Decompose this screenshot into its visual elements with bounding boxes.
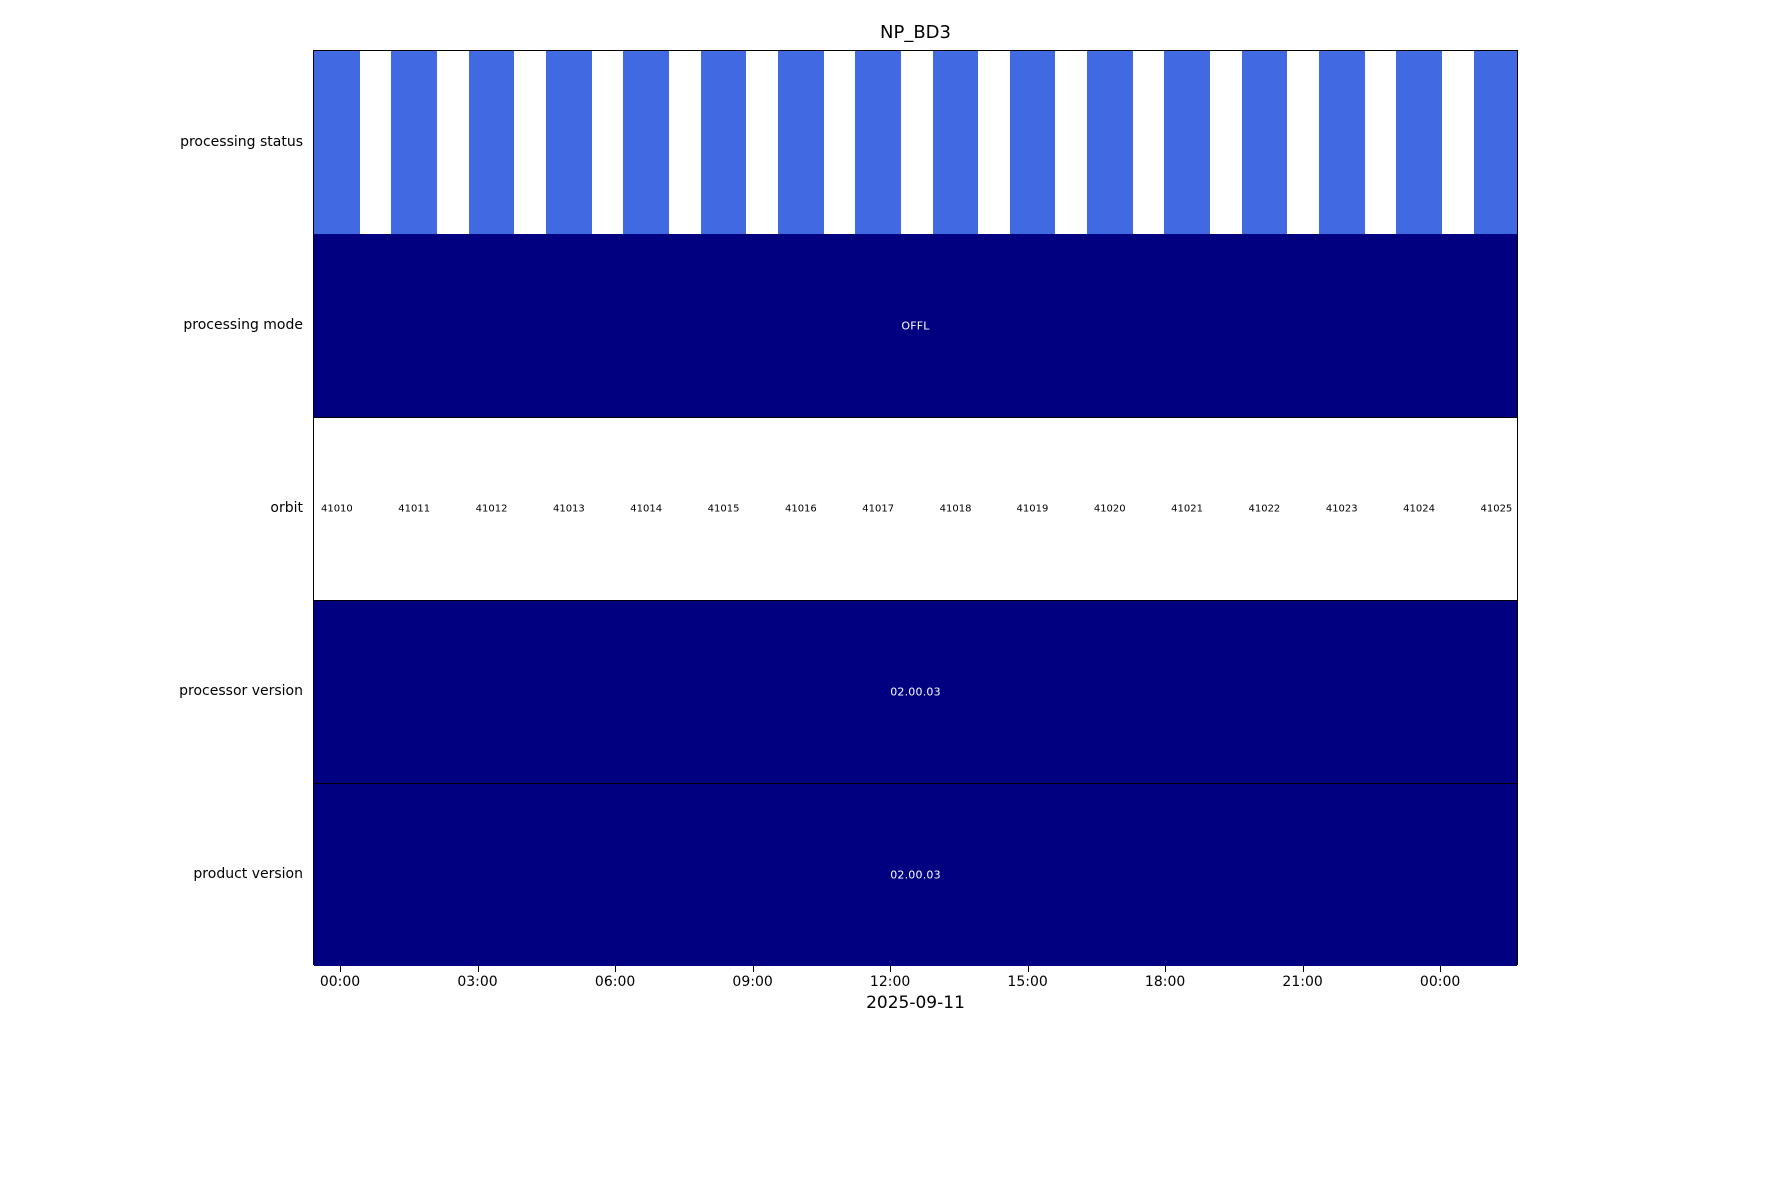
row-product-version: 02.00.03 [314,783,1517,966]
x-axis-label: 2025-09-11 [866,993,965,1013]
processing-status-bar [314,51,360,234]
row-label-orbit: orbit [270,499,303,516]
product-version-value: 02.00.03 [890,868,941,882]
x-tick [340,965,341,972]
processing-status-bar [855,51,902,234]
x-tick-label: 09:00 [732,974,773,990]
processing-status-bar [1318,51,1365,234]
processing-status-bar [932,51,979,234]
orbit-number: 41011 [398,503,431,515]
orbit-number: 41022 [1248,503,1281,515]
processing-status-bar [777,51,824,234]
orbit-number: 41025 [1480,503,1513,515]
x-tick [1165,965,1167,972]
x-tick-label: 12:00 [869,974,911,990]
chart-title: NP_BD3 [880,22,951,43]
processing-status-bar [468,51,515,234]
row-label-processing-status: processing status [180,133,303,150]
orbit-number: 41012 [475,503,508,515]
orbit-number: 41021 [1171,503,1203,515]
row-orbit: 41010 41011 41012 41013 41014 41015 41016 41017… [314,417,1517,600]
row-label-processing-mode: processing mode [183,316,303,333]
processing-status-bar [1396,51,1442,234]
row-processor-version: 02.00.03 [314,600,1517,783]
plot-area: OFFL 41010 41011 41012 41013 41014 41015 41016 4… [313,50,1518,966]
processing-status-bar [545,51,592,234]
x-tick [890,965,892,972]
orbit-number: 41014 [630,503,663,515]
orbit-number: 41018 [939,503,972,515]
orbit-number: 41020 [1093,503,1126,515]
processing-status-bar [1009,51,1056,234]
x-tick-label: 00:00 [319,974,361,990]
x-tick-label: 21:00 [1282,974,1323,990]
orbit-number: 41010 [320,503,353,515]
x-tick [1440,965,1442,972]
processing-status-bar [1164,51,1210,234]
orbit-number: 41024 [1403,503,1435,515]
processing-status-bar [700,51,747,234]
x-tick-label: 00:00 [1419,974,1461,990]
x-tick [1302,965,1304,972]
processing-mode-value: OFFL [901,319,930,332]
x-tick-label: 03:00 [457,974,498,990]
x-tick [615,965,617,972]
processing-status-bar [1086,51,1133,234]
x-tick [752,965,754,972]
processing-status-bar [1473,51,1517,234]
x-tick [1027,965,1029,972]
orbit-number: 41016 [784,503,817,515]
row-processing-mode: OFFL [314,234,1517,417]
orbit-number: 41019 [1016,503,1049,515]
row-label-product-version: product version [193,865,303,882]
orbit-number: 41013 [552,503,585,515]
processing-status-bar [623,51,670,234]
x-tick-label: 18:00 [1144,974,1186,990]
processing-status-bar [391,51,438,234]
orbit-number: 41017 [862,503,895,515]
orbit-number: 41023 [1325,503,1358,515]
row-label-processor-version: processor version [179,682,303,699]
orbit-number: 41015 [707,503,740,515]
processing-status-bar [1241,51,1288,234]
row-processing-status [314,51,1517,234]
processor-version-value: 02.00.03 [890,685,941,699]
x-tick-label: 15:00 [1007,974,1048,990]
x-tick [477,965,479,972]
x-tick-label: 06:00 [594,974,636,990]
